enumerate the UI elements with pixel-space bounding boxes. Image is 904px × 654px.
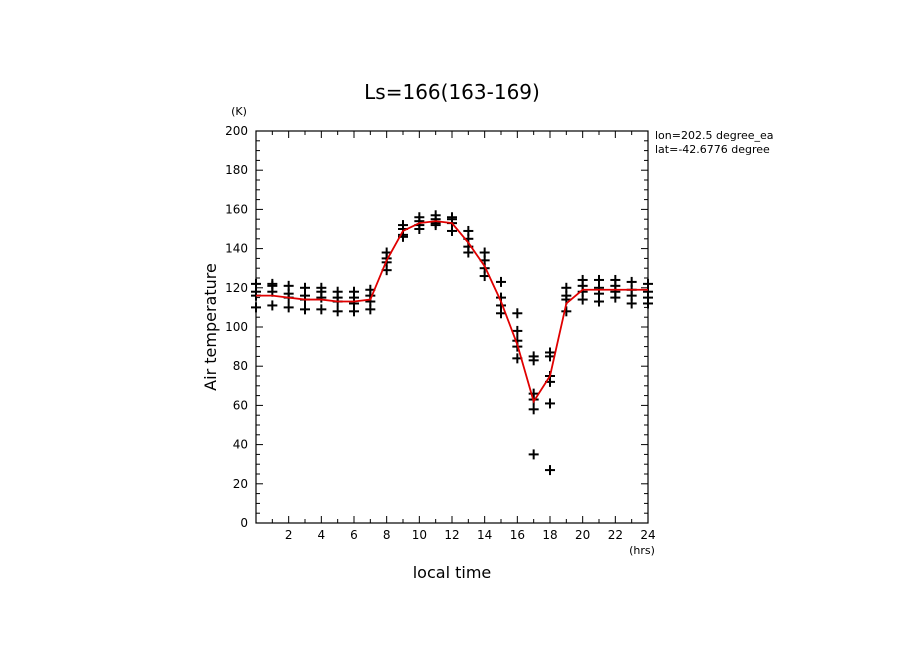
sample-point [283, 302, 294, 313]
sample-point [414, 224, 425, 234]
sample-points [251, 210, 653, 476]
y-tick-label: 0 [240, 516, 248, 530]
x-unit-label: (hrs) [629, 544, 655, 557]
y-tick-label: 60 [233, 398, 248, 412]
sample-point [512, 308, 523, 319]
chart-title: Ls=166(163-169) [364, 80, 540, 104]
tick-labels: 2 4 6 8 10 12 14 16 18 20 22 2402040608010012014016… [225, 124, 656, 542]
sample-point [316, 292, 327, 303]
sample-point [528, 449, 539, 460]
sample-point [545, 465, 555, 476]
mean-temperature-line [256, 220, 648, 404]
sample-point [447, 225, 457, 236]
y-tick-label: 100 [225, 320, 248, 334]
x-tick-label: 12 [444, 528, 459, 542]
y-tick-label: 160 [225, 202, 248, 216]
x-tick-label: 2 [285, 528, 293, 542]
sample-point [479, 271, 490, 282]
y-tick-label: 40 [233, 438, 248, 452]
sample-point [496, 276, 506, 287]
sample-point [300, 304, 310, 315]
sample-point [365, 304, 376, 315]
y-tick-label: 120 [225, 281, 248, 295]
sample-point [251, 302, 261, 313]
sample-point [528, 404, 539, 415]
x-tick-label: 8 [383, 528, 391, 542]
sample-point [349, 306, 359, 317]
sample-point [577, 294, 588, 305]
x-tick-label: 22 [608, 528, 623, 542]
y-tick-label: 140 [225, 242, 248, 256]
x-tick-label: 6 [350, 528, 358, 542]
x-tick-label: 24 [640, 528, 655, 542]
sample-point [528, 355, 539, 366]
x-tick-label: 16 [510, 528, 525, 542]
y-tick-label: 80 [233, 359, 248, 373]
y-tick-label: 20 [233, 477, 248, 491]
sample-point [610, 292, 621, 303]
plot-frame [255, 130, 649, 524]
sample-point [594, 296, 604, 307]
sample-point [561, 306, 572, 317]
sample-point [545, 351, 555, 362]
annotation-lon: lon=202.5 degree_ea [655, 129, 774, 142]
sample-point [496, 308, 506, 319]
sample-point [332, 306, 343, 317]
y-axis-title: Air temperature [201, 263, 220, 391]
sample-point [643, 298, 653, 309]
x-tick-label: 4 [318, 528, 326, 542]
x-tick-label: 10 [412, 528, 427, 542]
x-tick-label: 20 [575, 528, 590, 542]
sample-point [316, 304, 327, 315]
y-tick-label: 180 [225, 163, 248, 177]
x-axis-title: local time [413, 563, 492, 582]
sample-point [267, 300, 278, 311]
y-tick-label: 200 [225, 124, 248, 138]
axis-ticks [255, 130, 649, 524]
x-tick-label: 18 [542, 528, 557, 542]
sample-point [545, 398, 555, 409]
sample-point [463, 247, 474, 258]
x-tick-label: 14 [477, 528, 492, 542]
y-unit-label: (K) [231, 105, 247, 118]
sample-point [626, 298, 637, 309]
annotation-lat: lat=-42.6776 degree [655, 143, 770, 156]
sample-point [512, 325, 523, 336]
